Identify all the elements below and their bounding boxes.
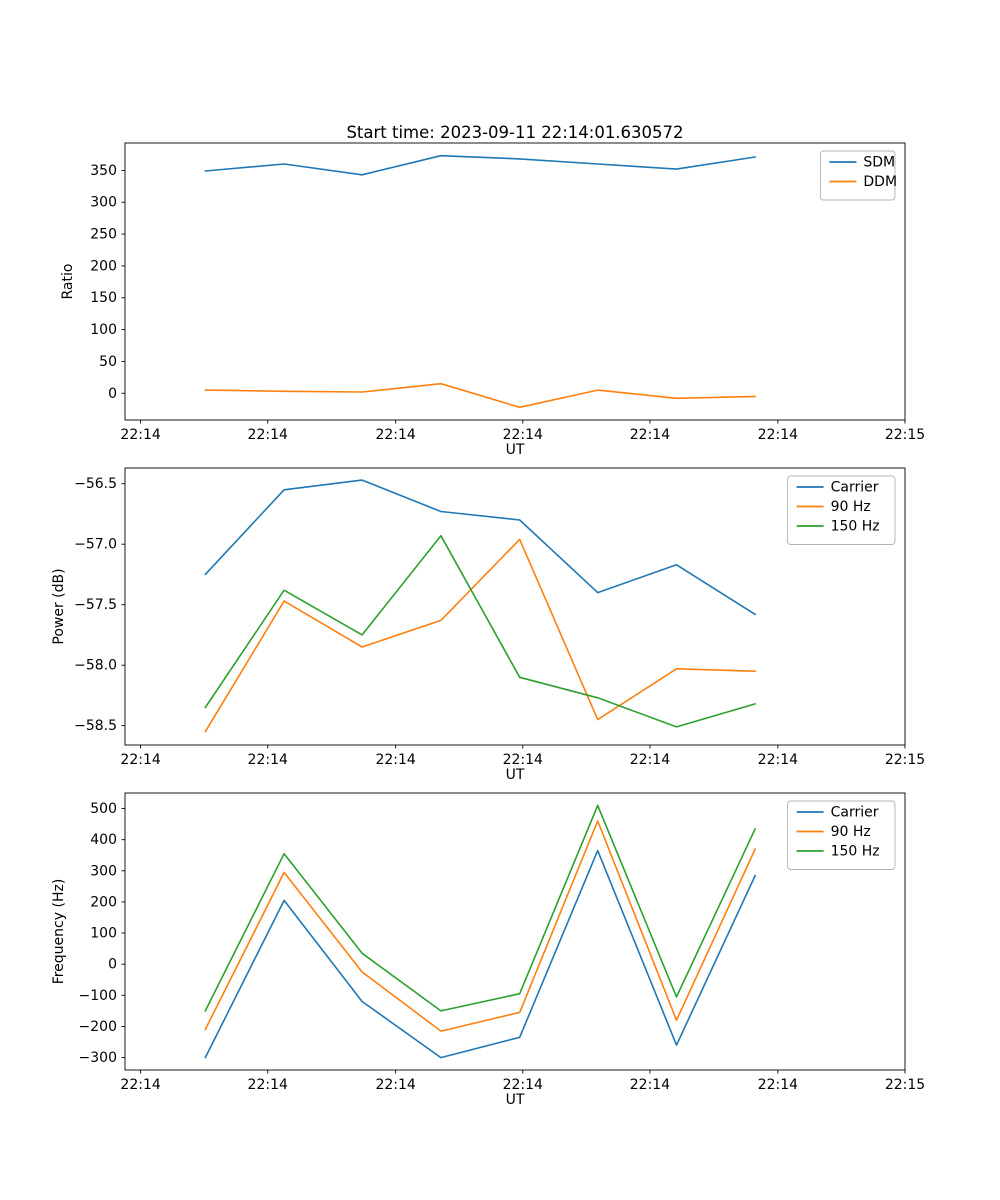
y-tick-label: 100 — [90, 926, 117, 942]
legend: Carrier 90 Hz 150 Hz — [787, 800, 896, 870]
x-tick-label: 22:14 — [248, 1077, 288, 1093]
ratio-y-axis-label: Ratio — [60, 264, 76, 300]
x-tick-label: 22:14 — [758, 752, 798, 768]
y-tick-label: −58.0 — [74, 658, 117, 674]
legend-label: 90 Hz — [831, 499, 871, 515]
power-x-axis-label: UT — [506, 767, 525, 783]
legend-label: Carrier — [831, 805, 879, 821]
x-tick-label: 22:14 — [375, 427, 415, 443]
y-tick-label: 250 — [90, 227, 117, 243]
series-line-carrier — [204, 479, 757, 616]
legend-box — [787, 800, 896, 870]
legend: Carrier 90 Hz 150 Hz — [787, 475, 896, 545]
y-tick-label: −100 — [79, 988, 117, 1004]
legend-box — [787, 475, 896, 545]
series-line-sdm — [204, 154, 757, 176]
x-tick-label: 22:14 — [630, 427, 670, 443]
x-tick-label: 22:14 — [758, 427, 798, 443]
y-tick-label: 0 — [108, 957, 117, 973]
y-tick-label: 50 — [99, 354, 117, 370]
x-tick-label: 22:15 — [885, 752, 925, 768]
y-tick-label: 150 — [90, 290, 117, 306]
y-tick-label: 200 — [90, 894, 117, 910]
x-tick-label: 22:14 — [375, 1077, 415, 1093]
charts-layer: 22:14 22:14 22:14 22:14 22:14 22:14 22:15 0 50 10… — [74, 142, 925, 1093]
x-tick-label: 22:14 — [758, 1077, 798, 1093]
series-line-150-hz — [204, 534, 757, 728]
x-tick-label: 22:14 — [630, 752, 670, 768]
x-tick-label: 22:14 — [120, 752, 160, 768]
series-line-150-hz — [204, 804, 757, 1012]
x-tick-label: 22:14 — [375, 752, 415, 768]
plot-border — [124, 792, 906, 1071]
y-tick-label: 500 — [90, 801, 117, 817]
legend-label: SDM — [863, 155, 895, 171]
x-tick-label: 22:14 — [503, 1077, 543, 1093]
y-tick-label: −56.5 — [74, 476, 117, 492]
legend-label: 150 Hz — [831, 519, 880, 535]
series-line-90-hz — [204, 820, 757, 1032]
y-tick-label: −300 — [79, 1050, 117, 1066]
series-line-90-hz — [204, 538, 757, 733]
x-tick-label: 22:15 — [885, 427, 925, 443]
series-line-carrier — [204, 849, 757, 1059]
x-tick-label: 22:14 — [503, 752, 543, 768]
legend: SDM DDM — [819, 150, 897, 201]
legend-box — [819, 150, 896, 201]
x-tick-label: 22:14 — [503, 427, 543, 443]
x-tick-label: 22:14 — [630, 1077, 670, 1093]
x-tick-label: 22:14 — [248, 427, 288, 443]
legend-label: 150 Hz — [831, 844, 880, 860]
ratio-chart: 22:14 22:14 22:14 22:14 22:14 22:14 22:15 0 50 10… — [90, 142, 925, 443]
y-tick-label: 350 — [90, 163, 117, 179]
plot-border — [124, 467, 906, 746]
y-tick-label: −57.0 — [74, 537, 117, 553]
frequency-y-axis-label: Frequency (Hz) — [51, 879, 67, 985]
y-tick-label: 300 — [90, 195, 117, 211]
frequency-x-axis-label: UT — [506, 1092, 525, 1108]
x-tick-label: 22:15 — [885, 1077, 925, 1093]
legend-label: DDM — [863, 174, 897, 190]
ratio-x-axis-label: UT — [506, 442, 525, 458]
y-tick-label: −200 — [79, 1019, 117, 1035]
y-tick-label: 200 — [90, 258, 117, 274]
y-tick-label: −58.5 — [74, 718, 117, 734]
power-chart: 22:14 22:14 22:14 22:14 22:14 22:14 22:15 −58.5… — [74, 467, 925, 768]
series-line-ddm — [204, 382, 757, 409]
legend-label: 90 Hz — [831, 824, 871, 840]
y-tick-label: −57.5 — [74, 597, 117, 613]
y-tick-label: 0 — [108, 386, 117, 402]
plot-border — [124, 142, 906, 421]
x-tick-label: 22:14 — [120, 427, 160, 443]
figure-title: Start time: 2023-09-11 22:14:01.630572 — [346, 123, 683, 142]
frequency-chart: 22:14 22:14 22:14 22:14 22:14 22:14 22:15 −300 −… — [79, 792, 925, 1093]
y-tick-label: 300 — [90, 863, 117, 879]
x-tick-label: 22:14 — [248, 752, 288, 768]
legend-label: Carrier — [831, 480, 879, 496]
y-tick-label: 100 — [90, 322, 117, 338]
x-tick-label: 22:14 — [120, 1077, 160, 1093]
power-y-axis-label: Power (dB) — [51, 568, 67, 644]
y-tick-label: 400 — [90, 832, 117, 848]
